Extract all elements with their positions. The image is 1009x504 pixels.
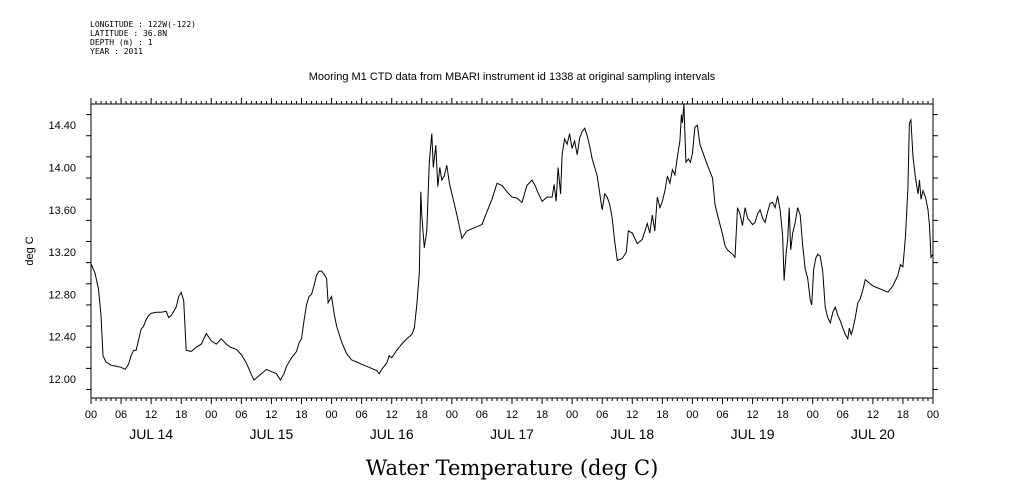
day-label: JUL 20 bbox=[851, 426, 895, 442]
x-tick-label: 12 bbox=[145, 409, 157, 421]
day-label: JUL 14 bbox=[129, 426, 173, 442]
day-label: JUL 15 bbox=[250, 426, 294, 442]
y-tick-label: 12.80 bbox=[48, 289, 76, 301]
x-tick-label: 00 bbox=[686, 409, 698, 421]
x-tick-label: 18 bbox=[416, 409, 428, 421]
y-tick-label: 13.60 bbox=[48, 205, 76, 217]
x-tick-label: 06 bbox=[356, 409, 368, 421]
latitude-label: LATITUDE : 36.8N bbox=[90, 29, 168, 38]
day-label: JUL 16 bbox=[370, 426, 414, 442]
x-tick-label: 06 bbox=[235, 409, 247, 421]
x-tick-label: 18 bbox=[295, 409, 307, 421]
x-tick-labels: 00 06 12 18 00 06 12 18 00 06 12 18 00 06 12 18 00 06 12 18… bbox=[85, 409, 939, 421]
x-tick-label: 00 bbox=[325, 409, 337, 421]
x-tick-label: 12 bbox=[506, 409, 518, 421]
y-tick-label: 13.20 bbox=[48, 247, 76, 259]
x-tick-label: 12 bbox=[867, 409, 879, 421]
x-tick-label: 06 bbox=[596, 409, 608, 421]
x-tick-label: 18 bbox=[536, 409, 548, 421]
day-label: JUL 18 bbox=[610, 426, 654, 442]
y-tick-label: 12.00 bbox=[48, 374, 76, 386]
x-tick-label: 00 bbox=[205, 409, 217, 421]
metadata-block: LONGITUDE : 122W(-122) LATITUDE : 36.8N … bbox=[90, 20, 196, 56]
depth-label: DEPTH (m) : 1 bbox=[90, 38, 153, 47]
x-tick-label: 12 bbox=[626, 409, 638, 421]
x-tick-label: 06 bbox=[837, 409, 849, 421]
x-tick-label: 18 bbox=[777, 409, 789, 421]
x-tick-label: 00 bbox=[927, 409, 939, 421]
x-tick-label: 06 bbox=[716, 409, 728, 421]
x-tick-label: 00 bbox=[566, 409, 578, 421]
x-tick-label: 12 bbox=[746, 409, 758, 421]
x-tick-label: 18 bbox=[175, 409, 187, 421]
x-tick-label: 00 bbox=[85, 409, 97, 421]
y-axis-label: deg C bbox=[24, 236, 36, 265]
ticks-group bbox=[86, 98, 938, 404]
x-tick-label: 18 bbox=[656, 409, 668, 421]
y-tick-label: 12.40 bbox=[48, 332, 76, 344]
x-tick-label: 12 bbox=[265, 409, 277, 421]
y-tick-labels: 12.00 12.40 12.80 13.20 13.60 14.00 14.40 bbox=[48, 120, 76, 386]
day-labels: JUL 14 JUL 15 JUL 16 JUL 17 JUL 18 JUL 19 JUL … bbox=[129, 426, 895, 442]
day-label: JUL 17 bbox=[490, 426, 534, 442]
x-tick-label: 12 bbox=[386, 409, 398, 421]
x-tick-label: 00 bbox=[807, 409, 819, 421]
y-tick-label: 14.40 bbox=[48, 120, 76, 132]
chart-caption: Water Temperature (deg C) bbox=[366, 456, 659, 480]
x-tick-label: 00 bbox=[446, 409, 458, 421]
y-tick-label: 14.00 bbox=[48, 162, 76, 174]
temperature-series-line bbox=[90, 103, 934, 381]
longitude-label: LONGITUDE : 122W(-122) bbox=[90, 20, 196, 29]
day-label: JUL 19 bbox=[731, 426, 775, 442]
year-label: YEAR : 2011 bbox=[90, 47, 143, 56]
plot-frame bbox=[90, 103, 934, 399]
chart-title: Mooring M1 CTD data from MBARI instrumen… bbox=[309, 71, 716, 83]
x-tick-label: 06 bbox=[476, 409, 488, 421]
x-tick-label: 06 bbox=[115, 409, 127, 421]
x-tick-label: 18 bbox=[897, 409, 909, 421]
